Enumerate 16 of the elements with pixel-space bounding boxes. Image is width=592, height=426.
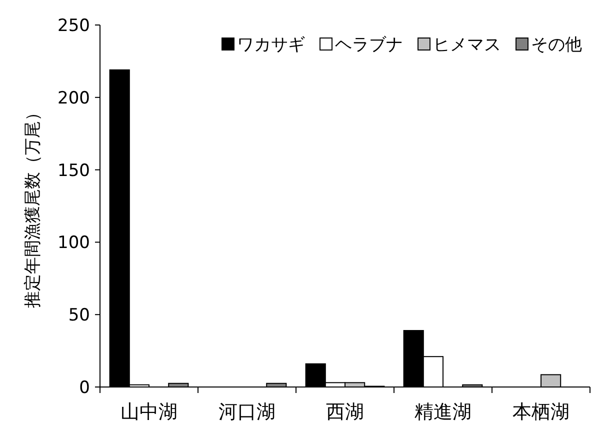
y-tick-label: 0 [79, 378, 90, 398]
x-tick-label: 河口湖 [218, 401, 276, 423]
legend-label: ヒメマス [433, 35, 501, 55]
legend-label: ヘラブナ [335, 35, 403, 55]
y-tick-label: 100 [58, 233, 90, 254]
y-tick-label: 200 [58, 88, 90, 108]
y-axis-title: 推定年間漁獲尾数（万尾） [23, 104, 43, 308]
x-tick-label: 本栖湖 [512, 401, 570, 423]
y-tick-label: 50 [68, 306, 90, 326]
legend-label: ワカサギ [237, 35, 305, 55]
y-tick-label: 150 [58, 160, 90, 181]
x-tick-label: 精進湖 [414, 401, 472, 423]
y-tick-label: 250 [58, 16, 90, 36]
x-tick-label: 山中湖 [120, 401, 178, 423]
x-tick-label: 西湖 [326, 401, 364, 423]
legend-label: その他 [531, 35, 582, 55]
